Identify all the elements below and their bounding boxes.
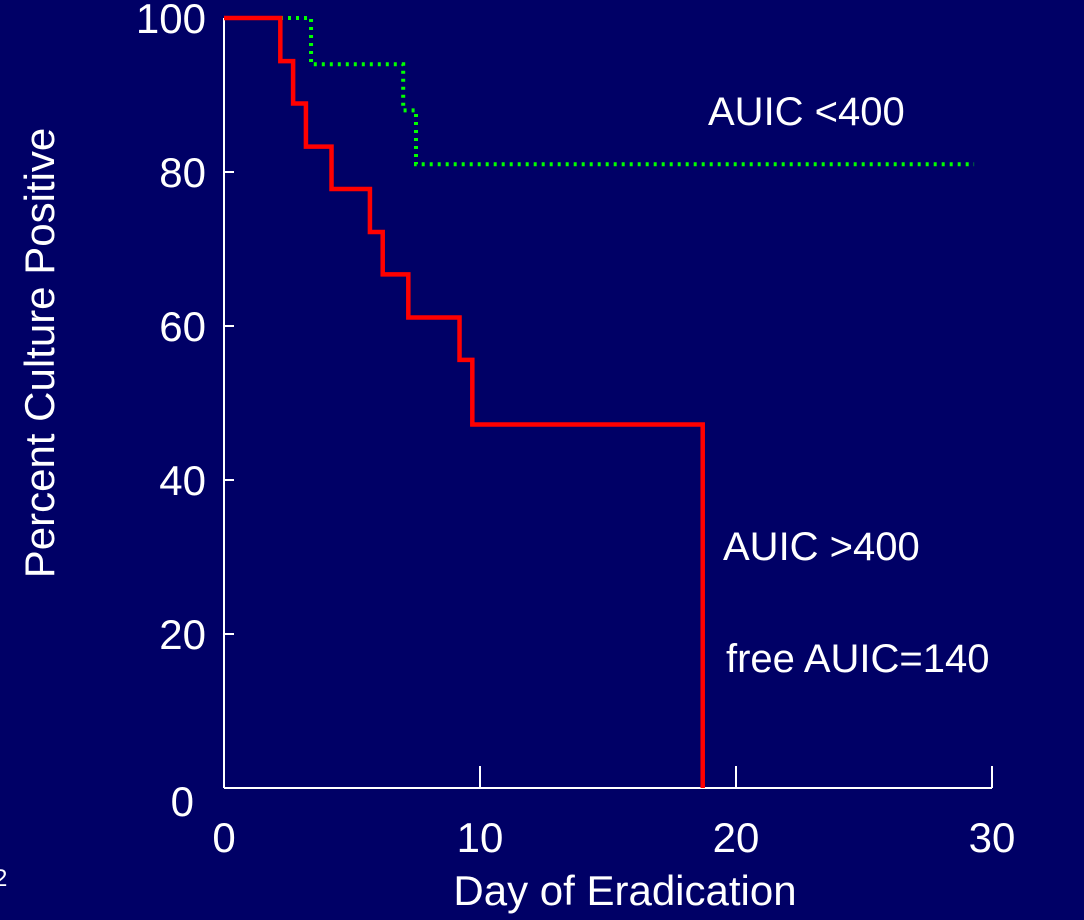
y-tick-label: 20 [159,611,206,658]
y-tick-label: 100 [136,0,206,42]
y-tick-label: 80 [159,149,206,196]
axes [223,18,992,789]
x-tick-label: 30 [969,814,1016,861]
series-line-1 [224,15,705,788]
x-tick-label: 20 [713,814,760,861]
x-axis-title: Day of Eradication [453,867,796,914]
y-tick-label: 60 [159,303,206,350]
y-axis-title: Percent Culture Positive [16,128,63,579]
corner-number: 2 [0,865,7,892]
annotation-auic-lt-400: AUIC <400 [708,90,905,134]
y-tick-label: 0 [171,778,194,825]
ticks: 0 10 20 30 0 20 40 60 80 100 [136,0,1015,861]
series-layer [224,15,975,788]
x-tick-label: 10 [457,814,504,861]
y-tick-label: 40 [159,457,206,504]
x-tick-label: 0 [212,814,235,861]
series-line-0 [224,16,975,167]
annotation-auic-gt-400: AUIC >400 [723,525,920,569]
annotation-free-auic: free AUIC=140 [726,637,990,681]
